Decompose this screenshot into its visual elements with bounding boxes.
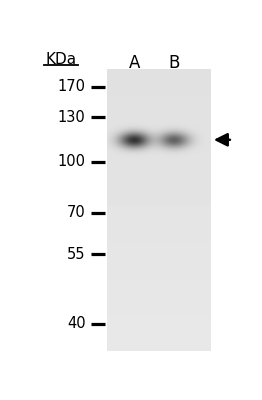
Text: 70: 70 — [67, 205, 85, 220]
Text: 55: 55 — [67, 247, 85, 262]
Text: 130: 130 — [58, 110, 85, 125]
Text: 40: 40 — [67, 316, 85, 331]
Text: B: B — [168, 54, 179, 72]
Text: A: A — [129, 54, 140, 72]
Text: 100: 100 — [58, 154, 85, 170]
Text: 170: 170 — [58, 79, 85, 94]
Text: KDa: KDa — [46, 52, 77, 67]
